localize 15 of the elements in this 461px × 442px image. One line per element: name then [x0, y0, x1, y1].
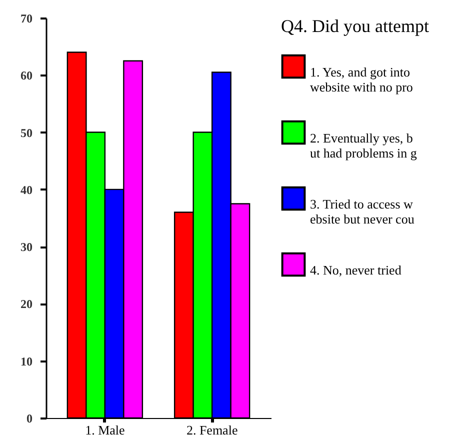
legend-label: 1. Yes, and got into website with no pro [310, 64, 413, 94]
y-tick-label: 10 [20, 354, 32, 368]
y-tick-label: 20 [20, 297, 32, 312]
legend-label: 2. Eventually yes, but had problems in g [310, 130, 418, 160]
x-tick-label: 1. Male [85, 422, 126, 438]
y-tick-label: 30 [20, 240, 32, 254]
y-tick-label: 50 [20, 126, 32, 140]
x-tick-label: 2. Female [186, 422, 238, 438]
legend-label: 3. Tried to access website but never cou [310, 196, 415, 226]
y-tick-label: 0 [26, 412, 32, 426]
y-tick-label: 60 [20, 68, 32, 83]
y-tick-label: 70 [20, 12, 32, 26]
legend-title: Q4. Did you attempt [281, 16, 429, 36]
legend-label: 4. No, never tried [310, 262, 402, 278]
y-tick-label: 40 [20, 182, 32, 197]
